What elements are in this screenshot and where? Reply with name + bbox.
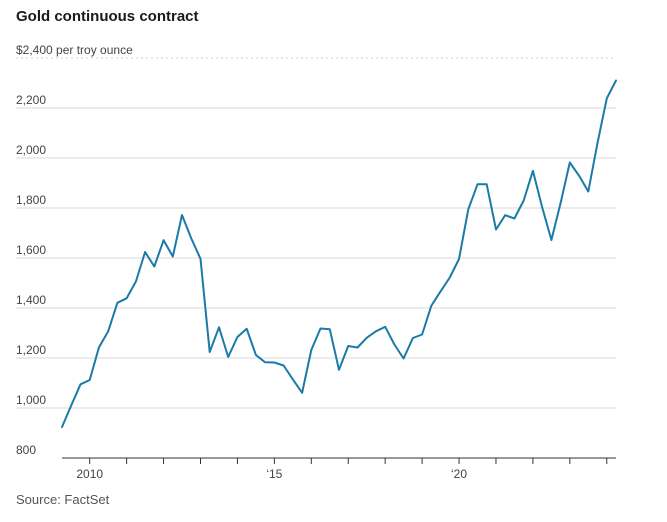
data-point-2014.75	[264, 361, 266, 363]
x-tick-label-2015: ‘15	[266, 467, 282, 481]
data-point-2015.75	[301, 392, 303, 394]
y-tick-label-800: 800	[16, 443, 36, 457]
data-point-2015.5	[292, 378, 294, 380]
data-point-2016.25	[320, 328, 322, 330]
data-point-2015	[273, 362, 275, 364]
data-point-2010	[89, 379, 91, 381]
data-point-2011.5	[144, 251, 146, 253]
data-point-2017	[347, 345, 349, 347]
data-point-2022.25	[541, 206, 543, 208]
data-point-2016.75	[338, 369, 340, 371]
data-point-2023.25	[578, 175, 580, 177]
data-point-2013	[200, 258, 202, 260]
data-point-2011.75	[153, 266, 155, 268]
y-tick-label-1200: 1,200	[16, 343, 46, 357]
data-point-2012.25	[172, 256, 174, 258]
data-point-2020.5	[477, 183, 479, 185]
x-tick-label-2010: 2010	[76, 467, 103, 481]
data-point-2018.75	[412, 337, 414, 339]
data-point-2018.25	[393, 344, 395, 346]
gridlines	[16, 57, 616, 409]
data-point-2013.25	[209, 351, 211, 353]
data-point-2016	[310, 349, 312, 351]
chart-title: Gold continuous contract	[16, 8, 199, 25]
data-point-2021	[495, 229, 497, 231]
y-tick-label-1800: 1,800	[16, 193, 46, 207]
data-point-2009.75	[80, 383, 82, 385]
data-point-2018	[384, 326, 386, 328]
data-point-2021.75	[523, 200, 525, 202]
data-point-2018.5	[403, 358, 405, 360]
data-point-2013.5	[218, 326, 220, 328]
y-tick-label-1400: 1,400	[16, 293, 46, 307]
data-point-2019.25	[430, 305, 432, 307]
data-point-2022.5	[550, 239, 552, 241]
data-point-2011.25	[135, 281, 137, 283]
data-point-2010.5	[107, 330, 109, 332]
data-point-2013.75	[227, 356, 229, 358]
data-point-2021.5	[513, 218, 515, 220]
y-tick-label-1600: 1,600	[16, 243, 46, 257]
data-point-2023.75	[597, 142, 599, 144]
y-tick-label-2200: 2,200	[16, 93, 46, 107]
data-point-2023	[569, 162, 571, 164]
data-point-2017.25	[357, 347, 359, 349]
data-point-2022	[532, 170, 534, 172]
data-point-2019	[421, 334, 423, 336]
data-point-2017.5	[366, 337, 368, 339]
data-point-2012.75	[190, 238, 192, 240]
source-note: Source: FactSet	[16, 492, 110, 507]
data-point-2009.5	[70, 405, 72, 407]
y-tick-label-1000: 1,000	[16, 393, 46, 407]
data-point-2020	[458, 258, 460, 260]
data-point-2016.5	[329, 328, 331, 330]
y-tick-label-2400: $2,400 per troy ounce	[16, 43, 133, 57]
data-point-2021.25	[504, 214, 506, 216]
data-point-2014.25	[246, 328, 248, 330]
data-point-2014.5	[255, 354, 257, 356]
data-point-2010.25	[98, 347, 100, 349]
y-tick-label-2000: 2,000	[16, 143, 46, 157]
data-point-2012.5	[181, 214, 183, 216]
data-point-2017.75	[375, 330, 377, 332]
data-point-2020.25	[467, 208, 469, 210]
data-point-2022.75	[560, 202, 562, 204]
data-point-2020.75	[486, 183, 488, 185]
x-axis: 2010 ‘15 ‘20	[62, 457, 616, 481]
data-point-2019.5	[440, 290, 442, 292]
series-line-gold	[61, 79, 617, 428]
series-layer	[61, 79, 617, 428]
data-point-2015.25	[283, 365, 285, 367]
data-point-2012	[163, 239, 165, 241]
x-tick-label-2020: ‘20	[451, 467, 467, 481]
data-point-2010.75	[116, 302, 118, 304]
data-point-2023.5	[587, 191, 589, 193]
data-point-2014	[236, 336, 238, 338]
data-point-2009.25	[61, 426, 63, 428]
data-point-2011	[126, 297, 128, 299]
data-point-2024.25	[615, 80, 617, 82]
data-point-2019.75	[449, 277, 451, 279]
data-point-2024	[606, 97, 608, 99]
y-axis-labels: 800 1,000 1,200 1,400 1,600 1,800 2,000 2,200 $2…	[16, 43, 133, 457]
